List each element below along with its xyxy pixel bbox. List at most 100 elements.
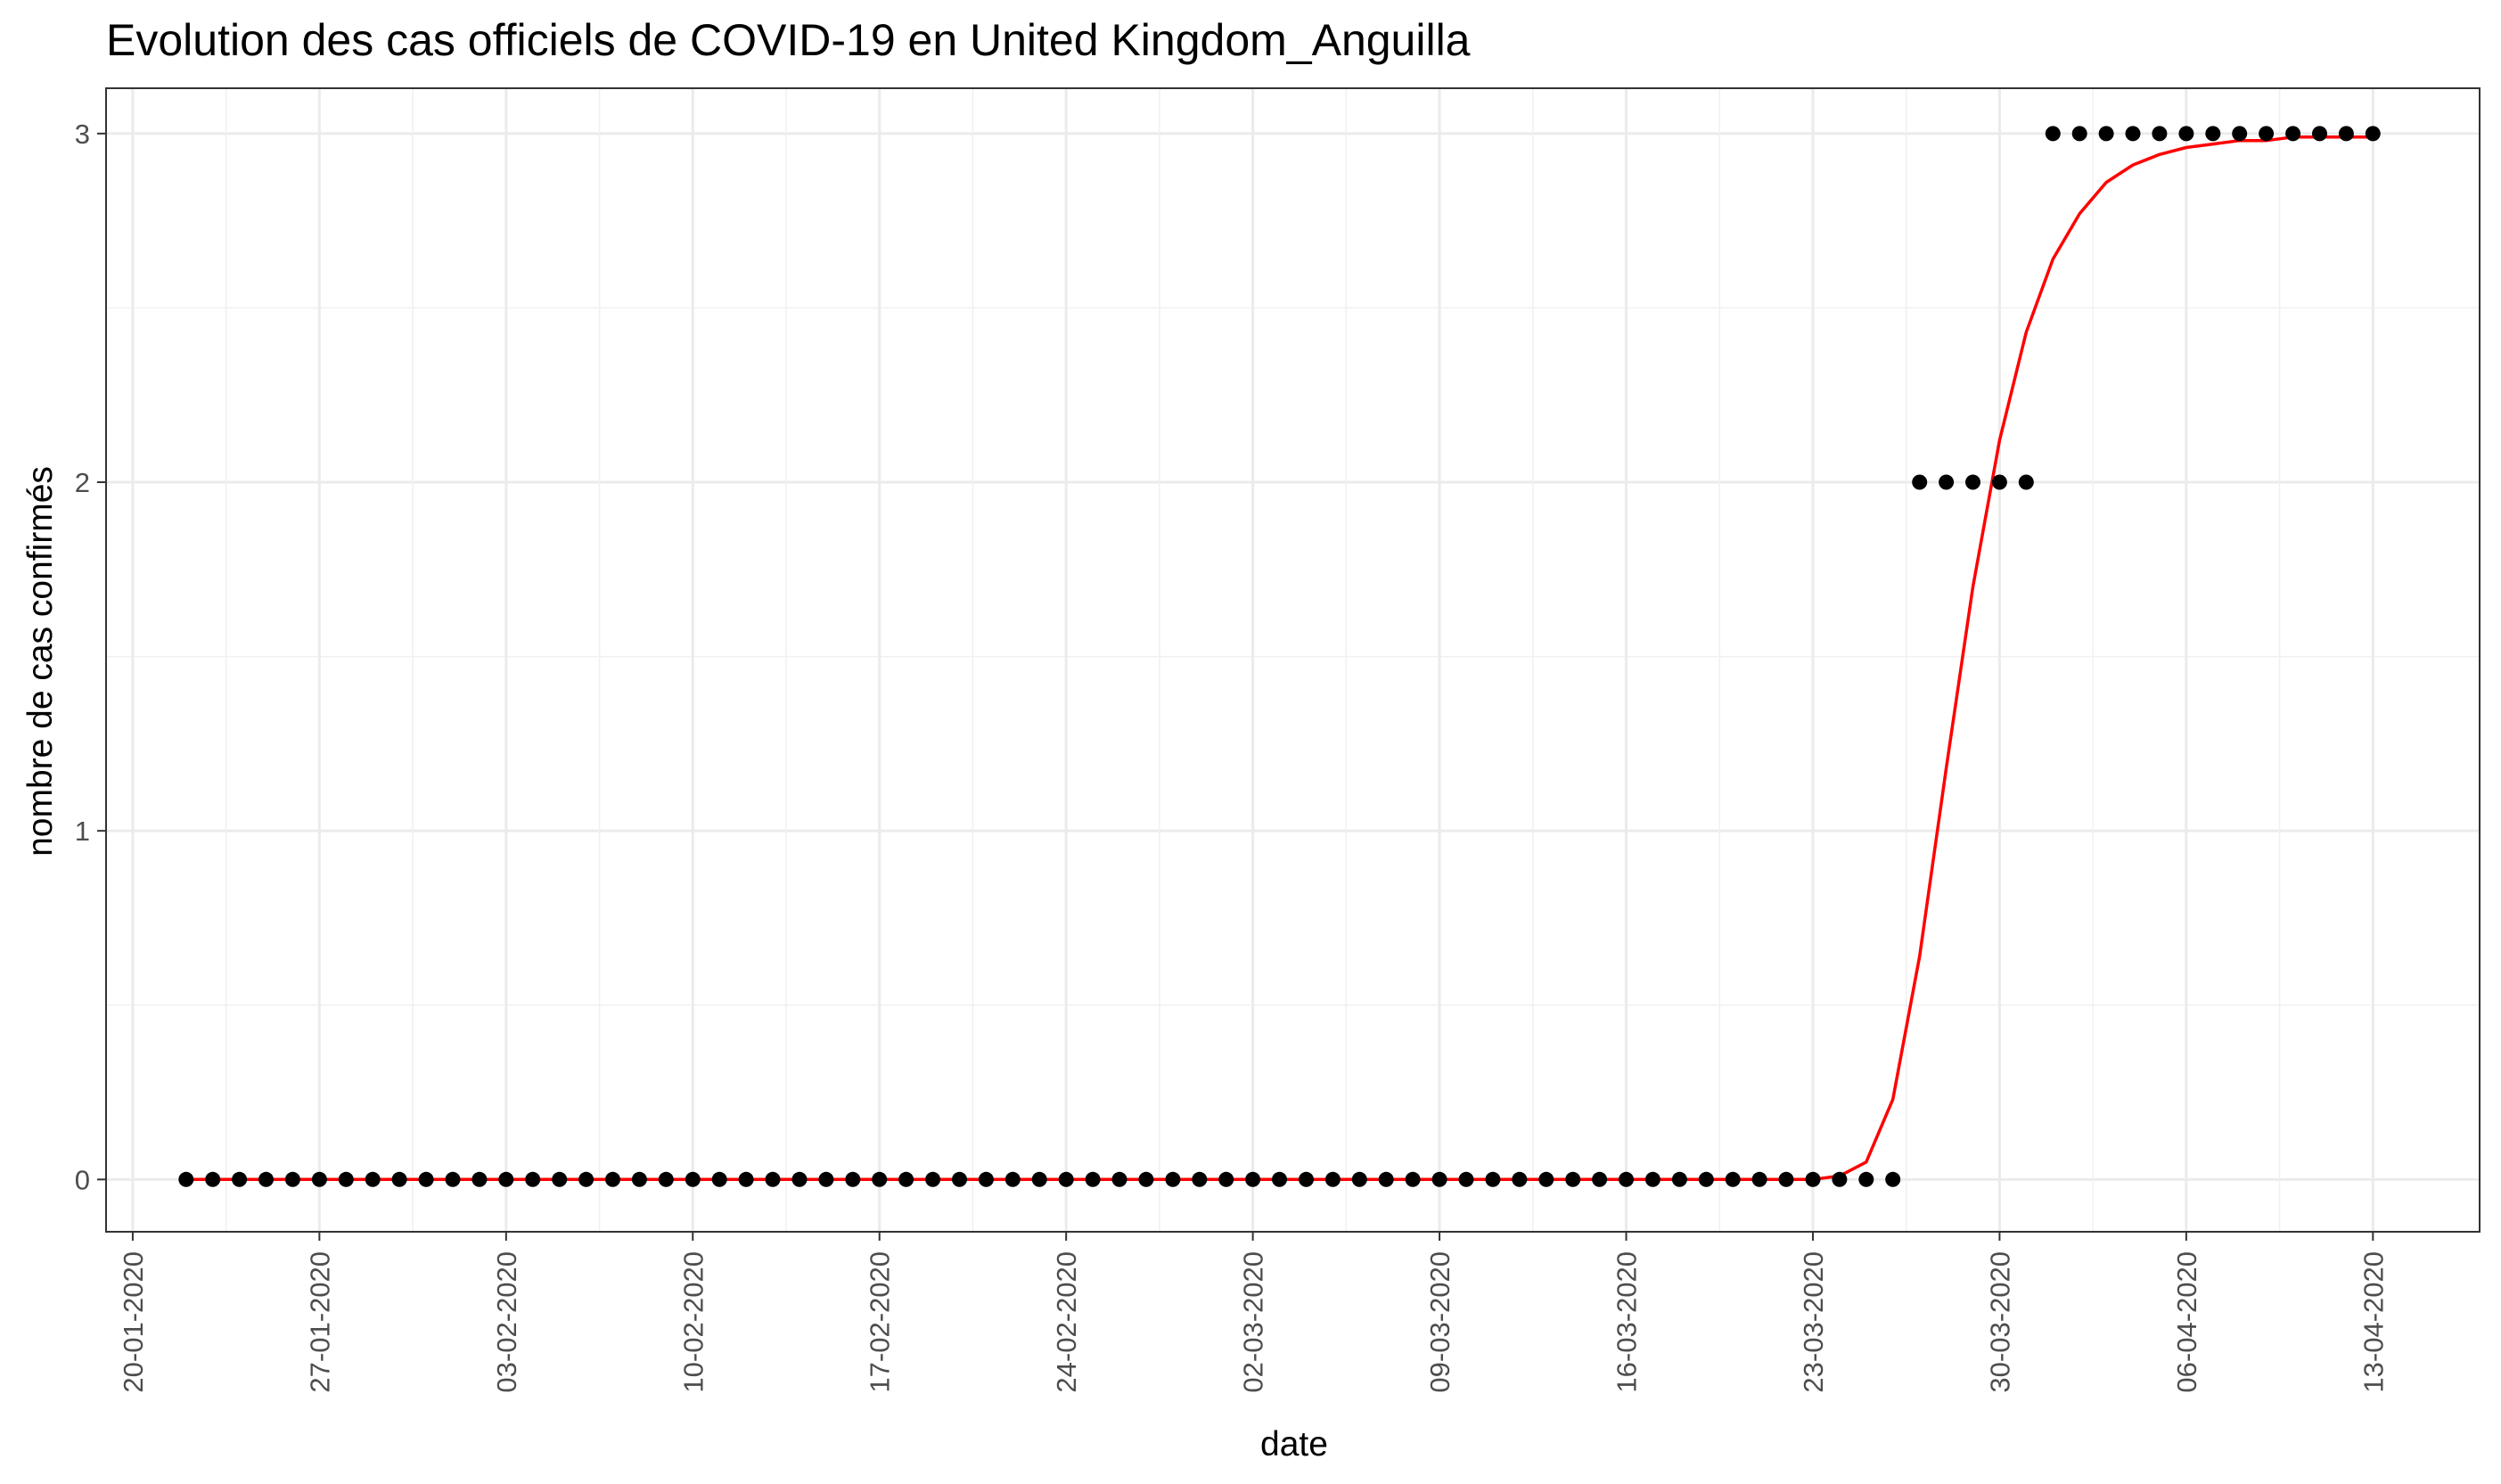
data-point bbox=[1299, 1171, 1314, 1187]
x-tick-label: 06-04-2020 bbox=[2171, 1251, 2202, 1393]
data-point bbox=[1858, 1171, 1874, 1187]
axes: 0 1 2 3 20-01-2020 27-01-2020 03-02-2020 10-02-… bbox=[75, 119, 2390, 1393]
data-point bbox=[1004, 1171, 1021, 1187]
data-point bbox=[1698, 1171, 1714, 1187]
x-tick-label: 03-02-2020 bbox=[491, 1251, 522, 1393]
data-point bbox=[1085, 1171, 1101, 1187]
data-point bbox=[391, 1171, 407, 1187]
data-point bbox=[872, 1171, 888, 1187]
data-point bbox=[685, 1171, 701, 1187]
data-point bbox=[2205, 126, 2221, 142]
data-point bbox=[1538, 1171, 1554, 1187]
data-point bbox=[2178, 126, 2194, 142]
data-point bbox=[738, 1171, 754, 1187]
data-point bbox=[925, 1171, 941, 1187]
x-tick-label: 23-03-2020 bbox=[1798, 1251, 1829, 1393]
y-tick-label: 1 bbox=[75, 816, 90, 847]
data-point bbox=[1644, 1171, 1660, 1187]
x-tick-label: 30-03-2020 bbox=[1984, 1251, 2015, 1393]
data-point bbox=[1431, 1171, 1447, 1187]
data-point bbox=[1592, 1171, 1608, 1187]
data-point bbox=[2045, 126, 2061, 142]
data-point bbox=[1138, 1171, 1154, 1187]
data-point bbox=[205, 1171, 221, 1187]
data-point bbox=[445, 1171, 461, 1187]
data-point bbox=[1751, 1171, 1767, 1187]
data-point bbox=[1378, 1171, 1394, 1187]
y-tick-label: 3 bbox=[75, 119, 90, 150]
data-point bbox=[1991, 474, 2007, 490]
data-point bbox=[1912, 474, 1928, 490]
data-point bbox=[1111, 1171, 1128, 1187]
data-point bbox=[1351, 1171, 1367, 1187]
data-point bbox=[1512, 1171, 1528, 1187]
data-point bbox=[2312, 126, 2327, 142]
data-point bbox=[1245, 1171, 1261, 1187]
data-point bbox=[311, 1171, 327, 1187]
data-point bbox=[1885, 1171, 1901, 1187]
data-point bbox=[1192, 1171, 1208, 1187]
data-point bbox=[2338, 126, 2354, 142]
data-point bbox=[1458, 1171, 1474, 1187]
y-axis-title: nombre de cas confirmés bbox=[21, 466, 60, 857]
data-point bbox=[498, 1171, 514, 1187]
data-point bbox=[2071, 126, 2087, 142]
x-tick-label: 13-04-2020 bbox=[2358, 1251, 2389, 1393]
data-point bbox=[1485, 1171, 1501, 1187]
data-point bbox=[658, 1171, 674, 1187]
x-tick-label: 10-02-2020 bbox=[677, 1251, 709, 1393]
data-point bbox=[1671, 1171, 1687, 1187]
data-point bbox=[178, 1171, 194, 1187]
y-tick-label: 2 bbox=[75, 467, 90, 498]
data-point bbox=[1805, 1171, 1821, 1187]
data-point bbox=[1565, 1171, 1581, 1187]
data-point bbox=[525, 1171, 541, 1187]
data-point bbox=[765, 1171, 781, 1187]
data-point bbox=[818, 1171, 834, 1187]
data-point bbox=[1324, 1171, 1341, 1187]
data-point bbox=[1619, 1171, 1634, 1187]
fit-line-series bbox=[185, 135, 2374, 1182]
chart-title: Evolution des cas officiels de COVID-19 … bbox=[106, 15, 1471, 65]
x-tick-label: 24-02-2020 bbox=[1051, 1251, 1082, 1393]
data-point bbox=[2232, 126, 2248, 142]
data-point bbox=[1778, 1171, 1794, 1187]
data-point bbox=[1832, 1171, 1848, 1187]
data-point bbox=[2259, 126, 2275, 142]
data-point bbox=[232, 1171, 248, 1187]
x-tick-label: 02-03-2020 bbox=[1238, 1251, 1269, 1393]
x-tick-label: 16-03-2020 bbox=[1611, 1251, 1643, 1393]
data-point bbox=[1031, 1171, 1047, 1187]
data-point bbox=[552, 1171, 568, 1187]
data-point bbox=[978, 1171, 994, 1187]
data-point bbox=[2018, 474, 2034, 490]
plot-panel-border bbox=[105, 87, 2480, 1233]
x-tick-label: 17-02-2020 bbox=[865, 1251, 896, 1393]
data-points-series bbox=[178, 126, 2381, 1187]
data-point bbox=[791, 1171, 808, 1187]
data-point bbox=[845, 1171, 861, 1187]
data-point bbox=[1405, 1171, 1421, 1187]
data-point bbox=[2125, 126, 2141, 142]
data-point bbox=[1725, 1171, 1741, 1187]
data-point bbox=[258, 1171, 274, 1187]
data-point bbox=[2098, 126, 2114, 142]
x-tick-label: 09-03-2020 bbox=[1424, 1251, 1456, 1393]
data-point bbox=[711, 1171, 727, 1187]
data-point bbox=[578, 1171, 594, 1187]
data-point bbox=[1272, 1171, 1287, 1187]
data-point bbox=[605, 1171, 620, 1187]
data-point bbox=[1939, 474, 1955, 490]
data-point bbox=[952, 1171, 967, 1187]
data-point bbox=[365, 1171, 381, 1187]
x-axis-title: date bbox=[1260, 1425, 1328, 1464]
data-point bbox=[418, 1171, 434, 1187]
data-point bbox=[472, 1171, 488, 1187]
fit-line bbox=[185, 135, 2374, 1182]
data-point bbox=[2365, 126, 2381, 142]
data-point bbox=[1218, 1171, 1234, 1187]
grid bbox=[106, 88, 2480, 1232]
data-point bbox=[2285, 126, 2301, 142]
